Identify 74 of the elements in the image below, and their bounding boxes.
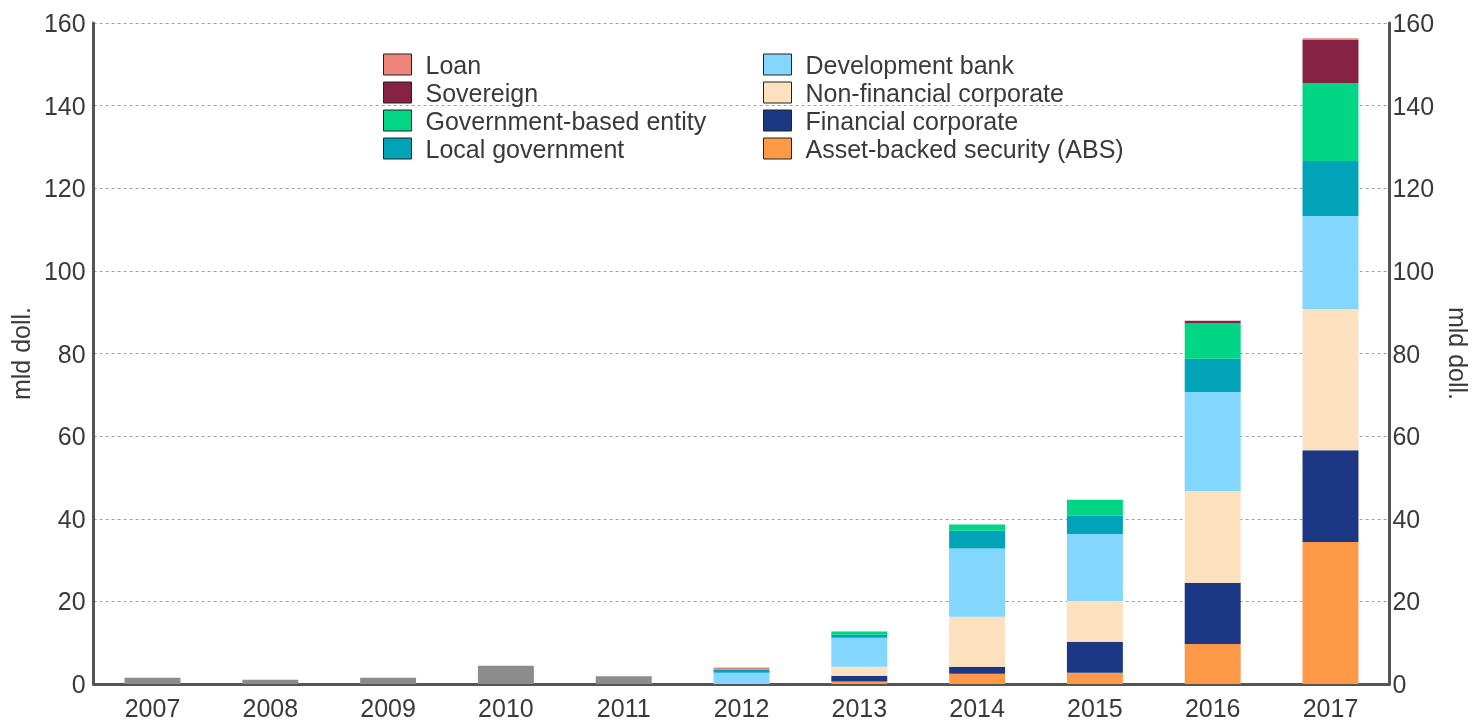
bar <box>949 530 1006 549</box>
legend-label: Local government <box>425 134 625 163</box>
y2-tick-label: 0 <box>1392 670 1407 698</box>
legend-label: Loan <box>425 50 482 79</box>
bar <box>1302 541 1359 684</box>
bar <box>1184 643 1241 684</box>
y-tick-label: 140 <box>43 91 86 120</box>
bar <box>360 677 417 684</box>
bar <box>713 672 770 684</box>
y-tick-label: 60 <box>57 422 86 451</box>
y2-tick-label: 60 <box>1392 422 1421 451</box>
bar <box>1184 320 1241 323</box>
bar <box>1302 308 1359 451</box>
bar <box>1302 82 1359 161</box>
x-tick-label: 2015 <box>1067 693 1123 721</box>
y-tick-label: 0 <box>71 670 86 698</box>
bar <box>1184 582 1241 644</box>
bar <box>1302 450 1359 542</box>
y-axis-title: mld doll. <box>6 306 35 401</box>
x-tick-label: 2017 <box>1302 693 1359 721</box>
x-tick-label: 2007 <box>124 693 181 721</box>
bar <box>949 524 1006 531</box>
x-tick-label: 2008 <box>242 693 299 721</box>
bar <box>831 675 888 682</box>
x-tick-label: 2012 <box>713 693 770 721</box>
bar <box>949 666 1006 674</box>
bar <box>831 666 888 676</box>
bar <box>1066 515 1123 535</box>
bar <box>1066 641 1123 673</box>
bar <box>949 548 1006 617</box>
bar <box>477 665 534 684</box>
bar <box>1184 391 1241 492</box>
y2-tick-label: 140 <box>1392 91 1435 120</box>
bar <box>1184 322 1241 359</box>
bar <box>949 673 1006 684</box>
x-tick-label: 2010 <box>478 693 534 721</box>
y-tick-label: 120 <box>43 174 86 203</box>
y2-tick-label: 160 <box>1392 9 1435 37</box>
bar <box>1184 358 1241 392</box>
y2-tick-label: 40 <box>1392 504 1421 533</box>
legend-label: Sovereign <box>425 78 539 107</box>
legend-label: Asset-backed security (ABS) <box>805 134 1124 163</box>
x-tick-label: 2009 <box>360 693 416 721</box>
y-tick-label: 100 <box>43 256 86 285</box>
x-tick-label: 2011 <box>596 693 651 721</box>
bar <box>1302 160 1359 216</box>
bar <box>831 637 888 667</box>
bar <box>1302 39 1359 83</box>
y-tick-label: 40 <box>57 504 86 533</box>
x-tick-label: 2016 <box>1184 693 1241 721</box>
y2-tick-label: 80 <box>1392 339 1421 368</box>
x-tick-label: 2013 <box>831 693 888 721</box>
bar <box>949 616 1006 667</box>
y-tick-label: 20 <box>57 587 86 616</box>
bar <box>124 677 181 684</box>
bar <box>242 679 299 684</box>
x-tick-label: 2014 <box>949 693 1005 721</box>
bar <box>595 676 652 684</box>
y-tick-label: 160 <box>43 9 86 37</box>
y2-tick-label: 100 <box>1392 256 1435 285</box>
legend-label: Non-financial corporate <box>805 78 1064 107</box>
bar <box>1066 499 1123 516</box>
legend-label: Government-based entity <box>425 106 707 135</box>
legend-label: Development bank <box>805 50 1015 79</box>
legend-label: Financial corporate <box>805 106 1019 135</box>
y2-tick-label: 120 <box>1392 174 1435 203</box>
bar <box>1302 215 1359 309</box>
bar <box>1066 672 1123 684</box>
y-tick-label: 80 <box>57 339 86 368</box>
bar <box>1066 534 1123 601</box>
bar <box>1066 600 1123 642</box>
y2-tick-label: 20 <box>1392 587 1421 616</box>
bar <box>1184 491 1241 583</box>
y2-axis-title: mld doll. <box>1443 306 1472 401</box>
